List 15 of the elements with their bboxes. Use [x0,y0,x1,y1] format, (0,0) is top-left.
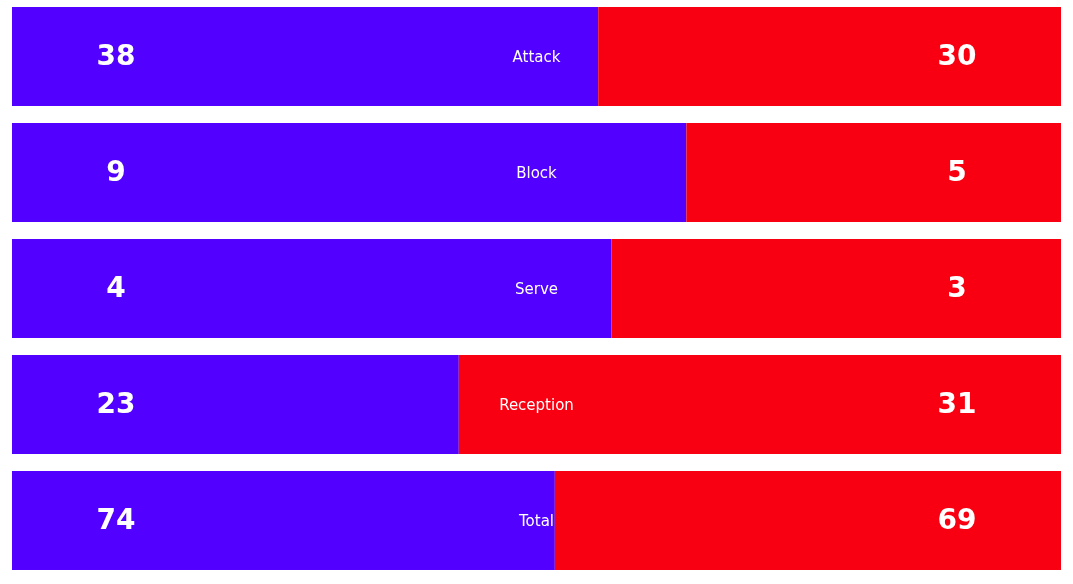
data-label: 38 [96,38,136,72]
data-label: 5 [947,154,967,188]
data-label: 4 [106,270,126,304]
data-label: 69 [937,502,977,536]
data-label: 30 [937,38,977,72]
y-tick-label: Attack [512,47,561,66]
data-label: 31 [937,386,977,420]
data-label: 74 [96,502,136,536]
data-label: 23 [96,386,136,420]
data-label: 9 [106,154,126,188]
y-tick-label: Serve [514,279,559,298]
y-tick-label: Total [517,511,555,530]
y-tick-label: Block [516,163,558,182]
y-tick-label: Reception [499,395,574,414]
data-label: 3 [947,270,967,304]
